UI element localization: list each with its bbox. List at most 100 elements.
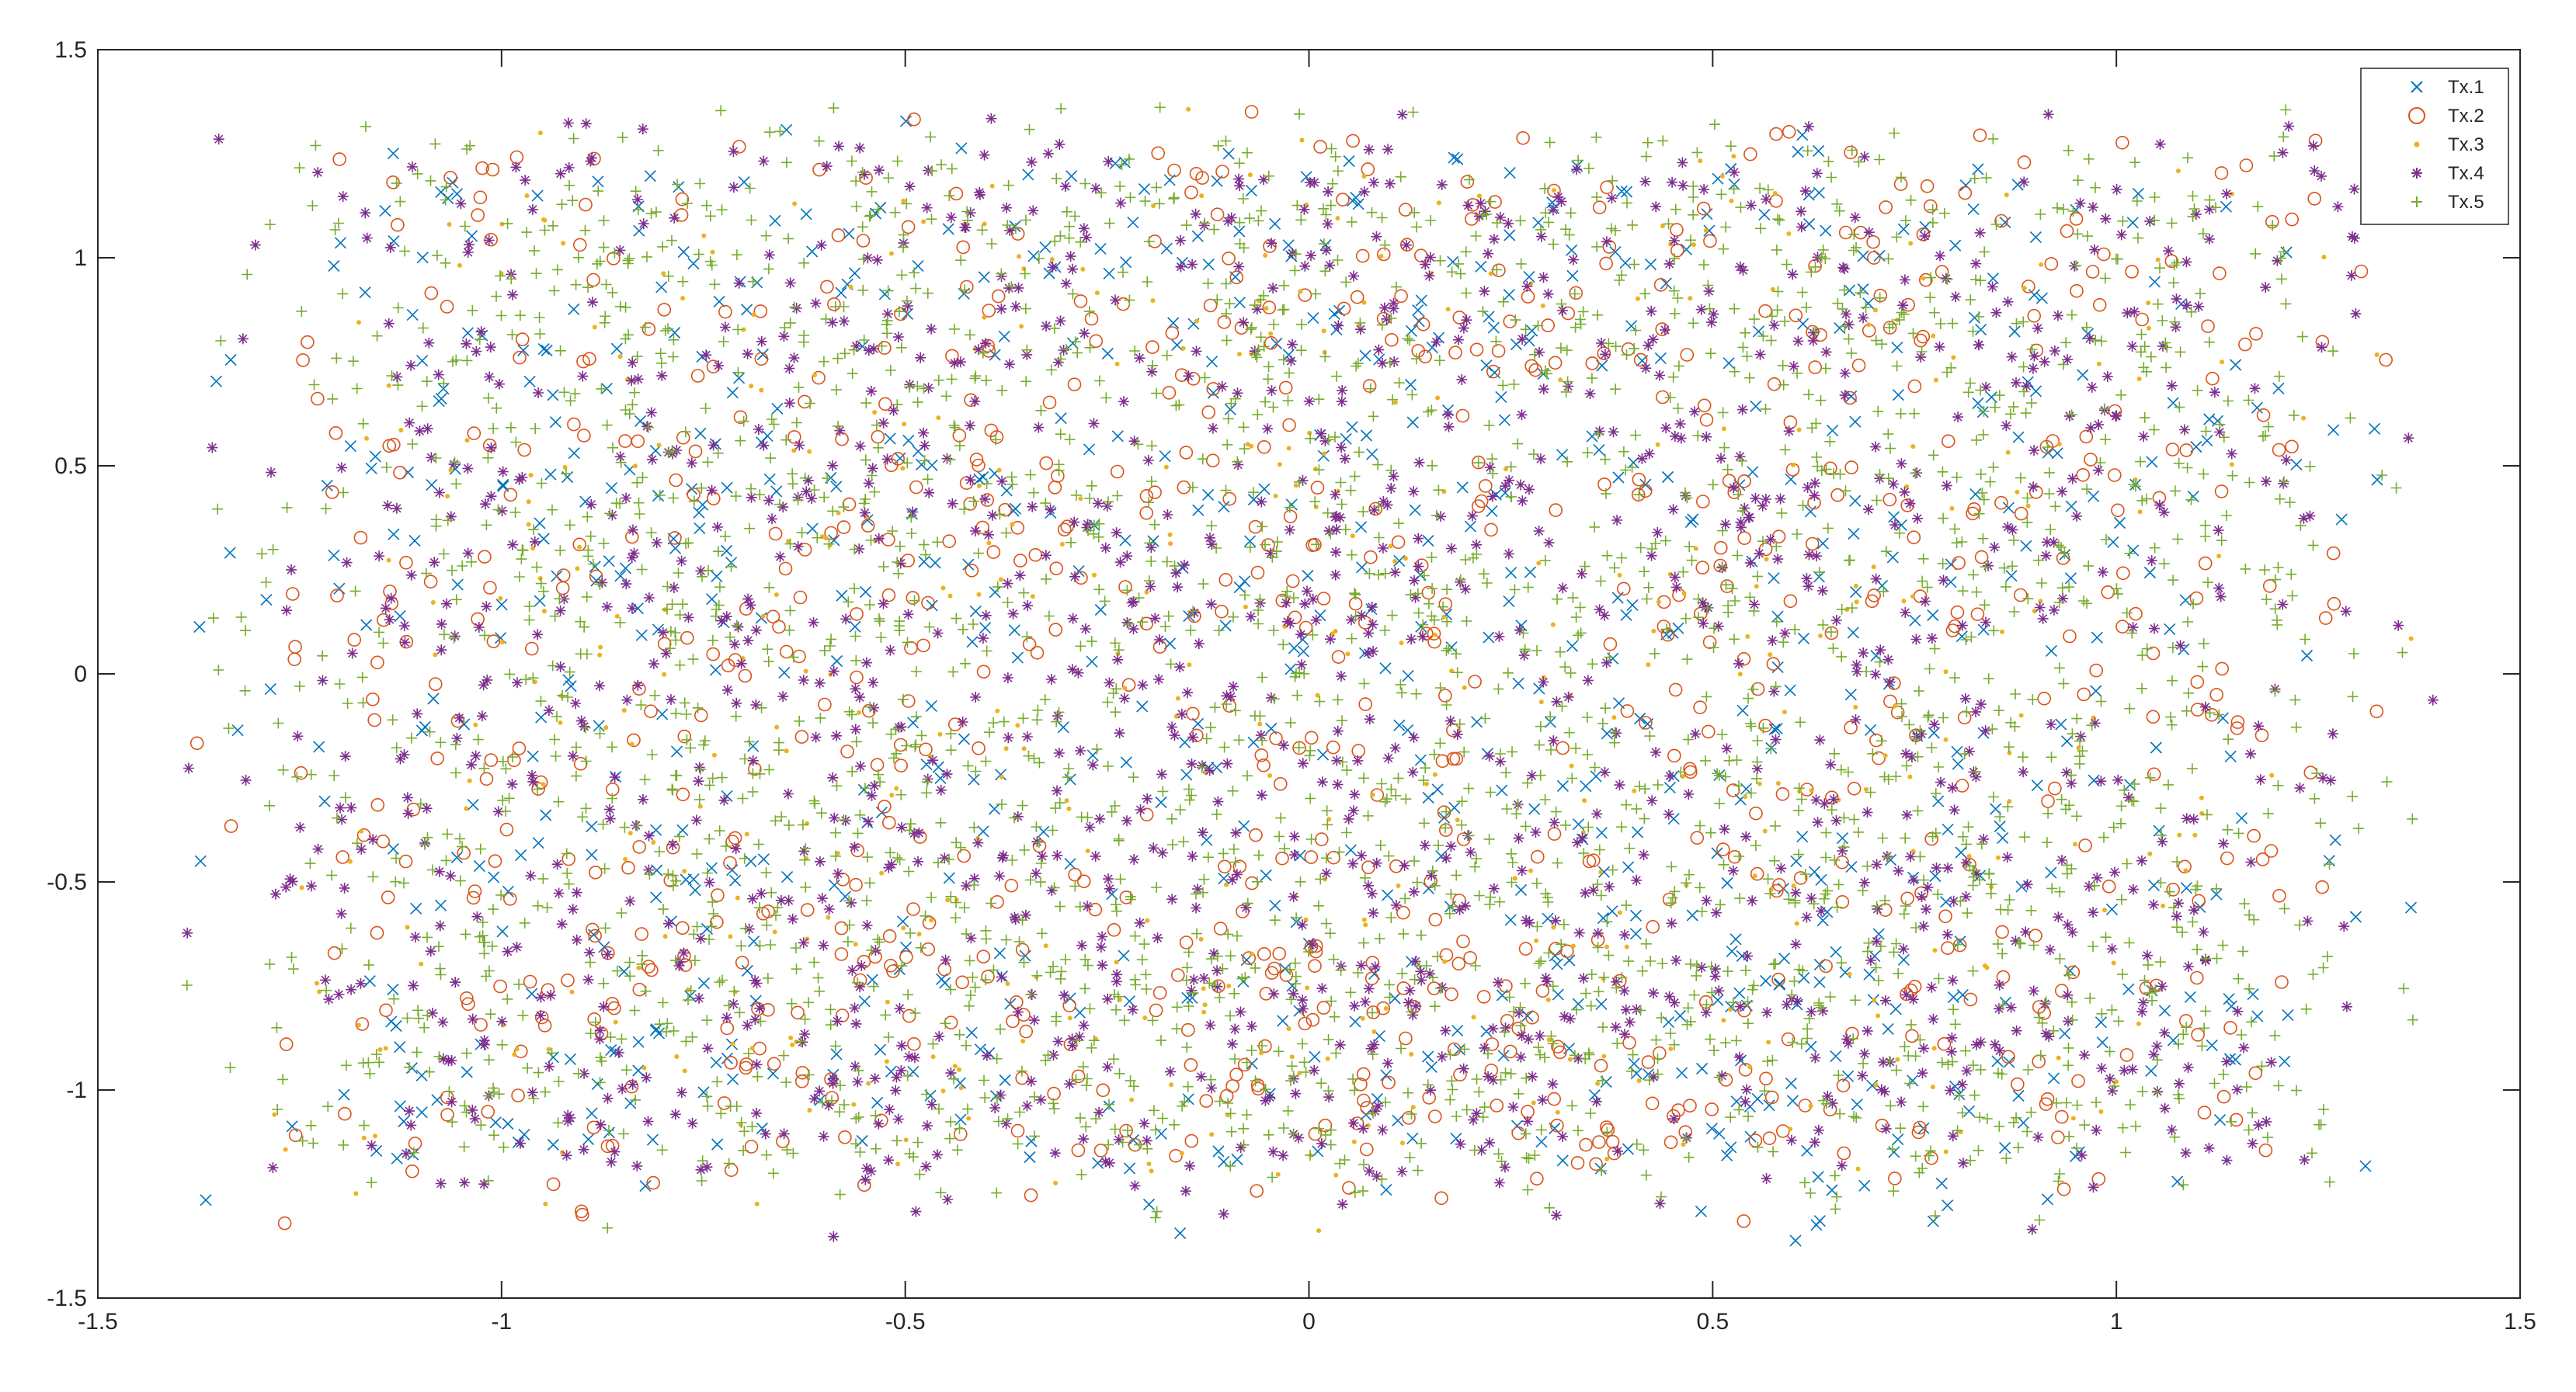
data-point xyxy=(1350,290,1364,304)
data-point xyxy=(1651,628,1656,634)
data-point xyxy=(2321,255,2327,260)
data-point xyxy=(1772,878,1786,892)
data-point xyxy=(1257,758,1271,772)
data-point xyxy=(1736,1214,1751,1228)
data-point xyxy=(878,800,892,814)
data-point xyxy=(2369,704,2384,719)
data-point xyxy=(2220,359,2224,365)
data-point xyxy=(1873,1082,1879,1088)
data-point xyxy=(386,175,400,189)
data-point xyxy=(1603,637,1618,651)
data-point xyxy=(680,630,694,645)
data-point xyxy=(1597,346,1611,361)
data-point xyxy=(1921,276,1926,281)
data-point xyxy=(1073,294,1088,308)
data-point xyxy=(450,713,465,728)
data-point xyxy=(1916,227,1931,241)
data-point xyxy=(1121,678,1136,693)
data-point xyxy=(675,192,690,207)
data-point xyxy=(1468,675,1482,689)
data-point xyxy=(1325,1056,1330,1061)
data-point xyxy=(1067,1015,1072,1021)
legend-item: Tx.3 xyxy=(2414,134,2484,155)
data-point xyxy=(916,638,930,653)
data-point xyxy=(1844,720,1858,734)
data-point xyxy=(1219,1088,1234,1103)
data-point xyxy=(2111,503,2125,518)
data-point xyxy=(526,522,531,527)
data-point xyxy=(353,1191,359,1196)
data-point xyxy=(787,430,801,444)
data-point xyxy=(1772,191,1778,196)
data-point xyxy=(1305,985,1310,991)
data-point xyxy=(773,592,779,597)
data-point xyxy=(1472,455,1486,470)
data-point xyxy=(718,304,732,319)
data-point xyxy=(1015,942,1030,957)
data-point xyxy=(1168,541,1173,547)
data-point xyxy=(2213,266,2227,280)
legend: Tx.1 Tx.2 Tx.3 Tx.4 Tx.5 xyxy=(2360,68,2509,225)
data-point xyxy=(998,577,1003,582)
data-point xyxy=(1864,786,1869,792)
data-point xyxy=(2308,134,2323,148)
data-point xyxy=(1995,925,2009,939)
data-point xyxy=(1229,1067,1243,1081)
data-point xyxy=(423,575,438,589)
data-point xyxy=(882,929,897,943)
data-point xyxy=(1250,1078,1265,1092)
data-point xyxy=(579,197,593,212)
data-point xyxy=(1189,167,1204,181)
data-point xyxy=(710,249,715,255)
data-point xyxy=(1360,1015,1365,1021)
data-point xyxy=(1729,198,1734,203)
data-point xyxy=(1620,704,1635,718)
data-point xyxy=(597,652,603,658)
data-point xyxy=(1096,1083,1111,1098)
data-point xyxy=(1010,520,1025,535)
data-point xyxy=(1882,321,1897,335)
data-point xyxy=(2070,283,2084,298)
data-point xyxy=(1762,1131,1777,1145)
data-point xyxy=(682,1068,687,1074)
data-point xyxy=(1681,774,1685,779)
data-point xyxy=(1667,748,1681,763)
data-point xyxy=(661,271,666,276)
data-point xyxy=(1775,781,1781,786)
data-point xyxy=(1747,1064,1753,1070)
data-point xyxy=(1808,1103,1813,1109)
data-point xyxy=(641,1065,647,1071)
data-point xyxy=(1114,361,1120,366)
data-point xyxy=(1941,941,1955,955)
series-tx-5 xyxy=(181,102,2418,1234)
data-point xyxy=(2230,721,2244,735)
data-point xyxy=(1445,307,1451,312)
data-point xyxy=(632,682,646,696)
data-point xyxy=(285,587,300,601)
data-point xyxy=(1695,561,1709,575)
data-point xyxy=(483,581,497,595)
data-point xyxy=(927,754,933,759)
data-point xyxy=(1167,163,1181,178)
data-point xyxy=(706,647,721,661)
data-point xyxy=(1716,842,1730,856)
data-point xyxy=(1021,746,1027,752)
data-point xyxy=(1175,696,1180,701)
data-point xyxy=(299,885,304,890)
data-point xyxy=(2285,439,2299,454)
data-point xyxy=(573,756,588,771)
data-point xyxy=(1883,694,1897,709)
data-point xyxy=(1048,480,1062,495)
data-point xyxy=(2269,772,2275,778)
data-point xyxy=(1005,981,1010,987)
data-point xyxy=(2166,883,2180,897)
data-point xyxy=(668,531,682,545)
data-point xyxy=(1304,850,1319,864)
data-point xyxy=(332,152,346,166)
data-point xyxy=(1389,859,1403,873)
data-point xyxy=(1546,1037,1552,1043)
data-point xyxy=(1900,891,1914,906)
data-point xyxy=(901,220,916,234)
data-point xyxy=(989,183,995,189)
x-tick-label: -1.5 xyxy=(78,1309,118,1335)
